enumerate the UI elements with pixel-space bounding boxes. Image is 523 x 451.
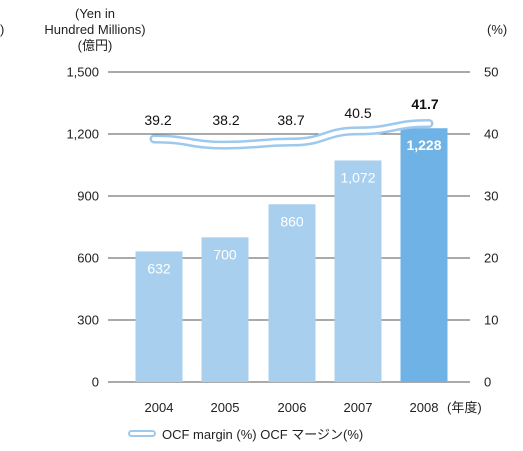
bar (334, 160, 382, 382)
ocf-margin-line-inner (152, 121, 431, 148)
left-axis-unit-line-1: (Yen in (75, 6, 115, 21)
line-value-label: 38.2 (212, 112, 239, 128)
x-tick-label: 2006 (278, 400, 307, 415)
y-right-tick-label: 50 (484, 65, 498, 80)
left-axis-unit-label: (Yen in Hundred Millions) (億円) (30, 6, 160, 54)
ocf-margin-line (149, 118, 434, 150)
line-value-label: 40.5 (344, 105, 371, 121)
data-labels: 632 700 860 1,072 1,228 39.2 38.2 38.7 40.5 41.7 (144, 96, 441, 276)
y-right-tick-label: 0 (484, 375, 491, 390)
bar-value-label: 1,072 (340, 169, 375, 185)
bar-value-label: 1,228 (406, 137, 441, 153)
left-cut-text: ) (0, 22, 5, 37)
bar (201, 237, 249, 382)
y-left-tick-label: 600 (77, 251, 99, 266)
axis-ticks: 0 0 300 10 600 20 900 30 1,200 40 1,500 50 2004 2005 2… (66, 65, 498, 416)
line-value-label: 41.7 (411, 96, 438, 112)
bar (268, 204, 316, 382)
line-value-label: 39.2 (144, 112, 171, 128)
legend-line-swatch-icon (128, 430, 156, 437)
legend: OCF margin (%) OCF マージン(%) (128, 424, 363, 443)
y-left-tick-label: 1,200 (66, 127, 99, 142)
x-tick-label: 2004 (145, 400, 174, 415)
y-left-tick-label: 300 (77, 313, 99, 328)
y-right-tick-label: 40 (484, 127, 498, 142)
legend-label: OCF margin (%) OCF マージン(%) (162, 427, 364, 442)
bar-value-label: 632 (147, 260, 171, 276)
y-right-tick-label: 10 (484, 313, 498, 328)
x-axis-suffix: (年度) (447, 400, 482, 415)
x-tick-label: 2007 (344, 400, 373, 415)
line-value-label: 38.7 (277, 112, 304, 128)
y-left-tick-label: 900 (77, 189, 99, 204)
y-right-tick-label: 20 (484, 251, 498, 266)
bar (400, 128, 448, 382)
bar-series (135, 128, 448, 382)
right-axis-unit-label: (%) (487, 22, 508, 37)
y-left-tick-label: 1,500 (66, 65, 99, 80)
y-left-tick-label: 0 (92, 375, 99, 390)
x-tick-label: 2008 (410, 400, 439, 415)
bar (135, 251, 183, 382)
left-axis-unit-line-3: (億円) (77, 38, 113, 53)
y-right-tick-label: 30 (484, 189, 498, 204)
left-axis-unit-line-2: Hundred Millions) (44, 22, 146, 37)
bar-value-label: 700 (213, 246, 237, 262)
x-tick-label: 2005 (211, 400, 240, 415)
bar-value-label: 860 (280, 213, 304, 229)
